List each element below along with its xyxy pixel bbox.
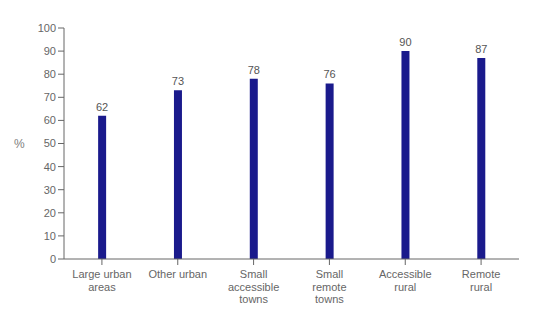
svg-text:50: 50	[44, 137, 56, 149]
svg-text:80: 80	[44, 68, 56, 80]
svg-text:30: 30	[44, 184, 56, 196]
svg-text:10: 10	[44, 230, 56, 242]
svg-text:Large urbanareas: Large urbanareas	[72, 268, 131, 293]
svg-text:20: 20	[44, 207, 56, 219]
svg-text:0: 0	[50, 253, 56, 265]
svg-text:70: 70	[44, 91, 56, 103]
svg-text:60: 60	[44, 114, 56, 126]
svg-text:Other urban: Other urban	[148, 268, 207, 280]
svg-text:100: 100	[38, 22, 56, 34]
svg-text:76: 76	[324, 68, 336, 80]
svg-text:Smallremotetowns: Smallremotetowns	[312, 268, 346, 305]
svg-text:Smallaccessibletowns: Smallaccessibletowns	[228, 268, 279, 305]
svg-text:90: 90	[44, 45, 56, 57]
svg-text:90: 90	[399, 36, 411, 48]
svg-text:%: %	[14, 137, 25, 151]
svg-text:87: 87	[475, 43, 487, 55]
svg-text:62: 62	[96, 101, 108, 113]
svg-text:Accessiblerural: Accessiblerural	[379, 268, 432, 293]
svg-text:73: 73	[172, 75, 184, 87]
svg-text:40: 40	[44, 161, 56, 173]
svg-text:Remoterural: Remoterural	[462, 268, 501, 293]
svg-text:78: 78	[248, 64, 260, 76]
